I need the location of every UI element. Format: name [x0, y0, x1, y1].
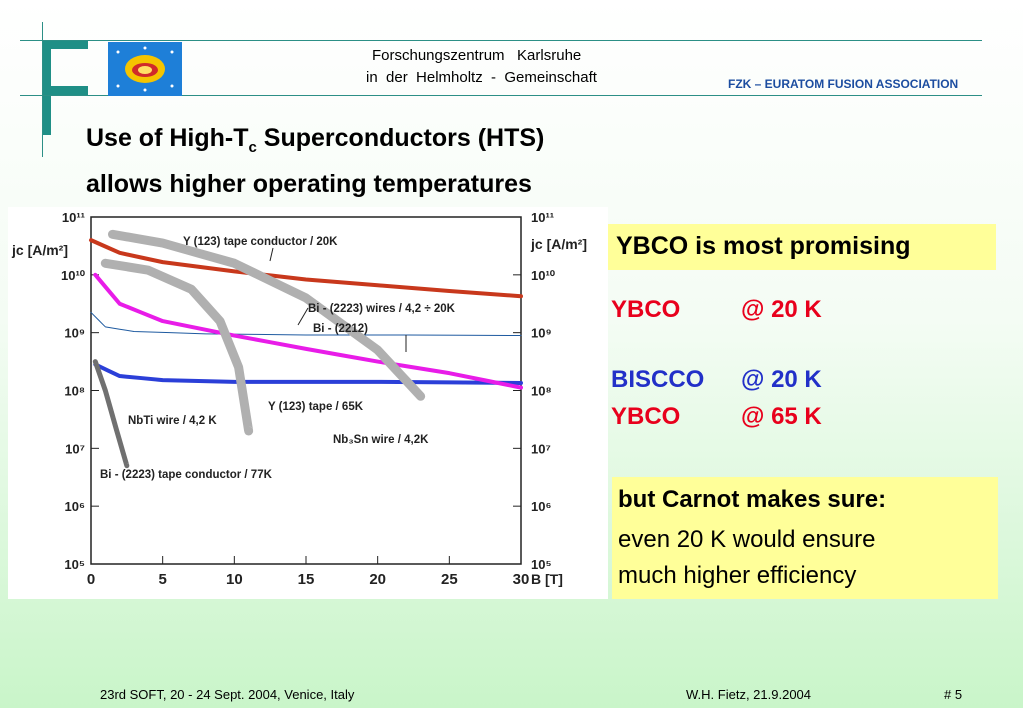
x-tick-label: 0: [87, 571, 95, 588]
y-tick-label-right: 10¹¹: [531, 210, 554, 225]
fzk-logo-icon: [108, 42, 182, 96]
y-tick-label-right: 10⁷: [531, 441, 551, 456]
header-line-bottom: [20, 95, 982, 96]
x-tick-label: 20: [369, 571, 386, 588]
bisco-20k-cond: @ 20 K: [741, 366, 822, 393]
header-vline: [42, 22, 43, 157]
chart-annotation: Nb₃Sn wire / 4,2K: [333, 434, 429, 446]
leader-bi2223: [297, 307, 309, 326]
ybco-20k-line: [89, 238, 523, 299]
ybco-20k-name: YBCO: [611, 296, 681, 323]
y-tick-label-right: 10⁹: [531, 326, 552, 341]
x-tick-label: 5: [158, 571, 166, 588]
y-tick-label-left: 10⁶: [65, 499, 85, 514]
promising-box: [608, 224, 996, 270]
nbti-line: [100, 258, 254, 436]
nb3sn-line: [108, 229, 426, 401]
y-tick-label-right: 10⁸: [531, 384, 552, 399]
footer-conference: 23rd SOFT, 20 - 24 Sept. 2004, Venice, I…: [100, 687, 355, 702]
bi2223-wire-line: [90, 311, 522, 337]
chart-annotation: Bi - (2212): [313, 323, 368, 335]
promising-text: YBCO is most promising: [616, 232, 911, 260]
bisco-20k-name: BISCCO: [611, 366, 705, 393]
chart-annotation: Bi - (2223) wires / 4,2 ÷ 20K: [308, 303, 456, 315]
bi2223-77k-line: [92, 359, 130, 469]
footer-page-number: # 5: [944, 687, 963, 702]
chart-svg: 10⁵ 10⁵ 10⁶ 10⁶ 10⁷ 10⁷ 10⁸ 10⁸ 10⁹ 10⁹ 10¹⁰ 10¹⁰ 10…: [11, 210, 587, 588]
ybco-65k-line: [93, 272, 523, 390]
x-axis-label: B [T]: [531, 571, 563, 587]
logo-bar-top: [42, 40, 88, 49]
y-tick-label-left: 10⁷: [65, 441, 85, 456]
bi2212-line: [93, 362, 523, 385]
association-label: FZK – EURATOM FUSION ASSOCIATION: [728, 77, 959, 91]
carnot-note-body: even 20 K would ensure much higher effic…: [618, 522, 876, 594]
ybco-65k-cond: @ 65 K: [741, 403, 822, 430]
x-tick-label: 10: [226, 571, 243, 588]
y-tick-label-left: 10¹⁰: [61, 268, 86, 283]
footer-author: W.H. Fietz, 21.9.2004: [686, 687, 812, 702]
carnot-note-box: [612, 477, 998, 599]
title-line-2: allows higher operating temperatures: [86, 170, 532, 198]
leader-ybco20: [269, 247, 274, 262]
header-line-top: [20, 40, 982, 41]
title-line-1: Use of High-Tc Superconductors (HTS): [86, 124, 545, 156]
x-tick-label: 30: [513, 571, 530, 588]
y-axis-label-right: jc [A/m²]: [530, 236, 587, 252]
slide-title: Use of High-Tc Superconductors (HTS) all…: [86, 120, 544, 202]
y-tick-label-left: 10⁹: [64, 326, 85, 341]
y-tick-label-right: 10⁵: [531, 557, 552, 572]
y-tick-label-left: 10¹¹: [62, 210, 85, 225]
y-tick-label-right: 10¹⁰: [531, 268, 556, 283]
carnot-note-title: but Carnot makes sure:: [618, 486, 887, 513]
chart-annotation: NbTi wire / 4,2 K: [128, 415, 217, 427]
ybco-65k-name: YBCO: [611, 403, 681, 430]
x-tick-label: 15: [298, 571, 315, 588]
chart-annotation: Bi - (2223) tape conductor / 77K: [100, 469, 273, 481]
institute-subtitle: in der Helmholtz - Gemeinschaft: [366, 69, 597, 86]
carnot-note-line-1: even 20 K would ensure: [618, 526, 876, 553]
institute-name: Forschungszentrum Karlsruhe: [372, 47, 582, 64]
carnot-note-line-2: much higher efficiency: [618, 562, 857, 589]
logo-bar-middle: [42, 86, 88, 95]
chart-annotation: Y (123) tape / 65K: [268, 401, 364, 413]
chart-annotation: Y (123) tape conductor / 20K: [183, 236, 338, 248]
y-tick-label-right: 10⁶: [531, 499, 551, 514]
y-tick-label-left: 10⁸: [64, 384, 85, 399]
x-tick-label: 25: [441, 571, 458, 588]
jc-vs-field-chart: 10⁵ 10⁵ 10⁶ 10⁶ 10⁷ 10⁷ 10⁸ 10⁸ 10⁹ 10⁹ 10¹⁰ 10¹⁰ 10…: [8, 207, 608, 599]
ybco-20k-cond: @ 20 K: [741, 296, 822, 323]
y-tick-label-left: 10⁵: [64, 557, 85, 572]
y-axis-label-left: jc [A/m²]: [11, 242, 68, 258]
